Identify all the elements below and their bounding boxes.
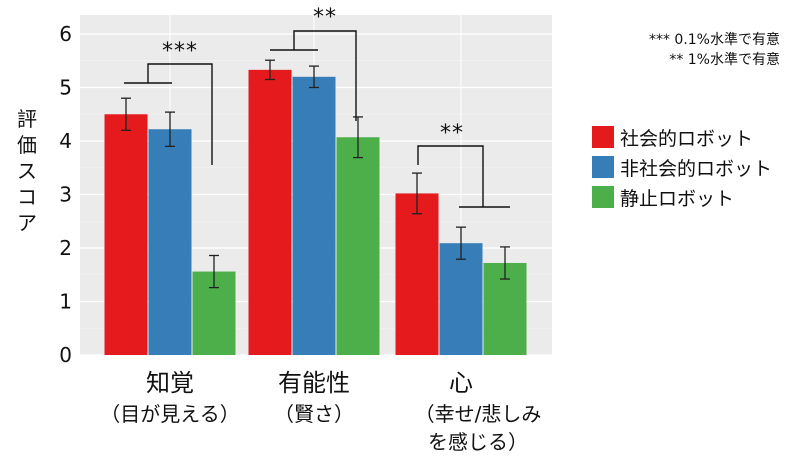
legend-swatch (592, 156, 614, 178)
error-bars (121, 59, 510, 289)
significance-label: *** (162, 39, 198, 64)
legend-item: 静止ロボット (592, 182, 772, 212)
y-tick-label: 1 (59, 290, 72, 314)
legend-item: 社会的ロボット (592, 122, 772, 152)
x-tick-sublabel: （目が見える） (100, 402, 239, 426)
bars (104, 69, 527, 356)
y-tick-label: 4 (59, 129, 72, 153)
y-tick-labels: 0 1 2 3 4 5 6 (59, 22, 72, 367)
legend-label: 社会的ロボット (620, 127, 754, 150)
significance-bracket (270, 30, 357, 121)
x-tick-label: 心 (449, 369, 473, 397)
bar (395, 193, 439, 355)
significance-brackets: ******* (124, 5, 510, 208)
x-tick-sublabel: （幸せ/悲しみ (415, 402, 542, 426)
legend: 社会的ロボット 非社会的ロボット 静止ロボット (592, 122, 772, 212)
significance-bracket (417, 145, 510, 208)
y-tick-label: 5 (59, 76, 72, 100)
x-tick-sublabel: （賢さ） (274, 402, 354, 426)
legend-swatch (592, 126, 614, 148)
bar (248, 69, 292, 355)
legend-label: 非社会的ロボット (620, 157, 773, 180)
significance-note: *** 0.1%水準で有意 ** 1%水準で有意 (649, 30, 780, 70)
significance-label: ** (313, 5, 337, 30)
y-tick-label: 0 (59, 343, 72, 367)
x-tick-label: 知覚 (146, 369, 194, 397)
significance-label: ** (440, 121, 464, 146)
legend-swatch (592, 186, 614, 208)
y-tick-label: 2 (59, 236, 72, 260)
y-tick-label: 3 (59, 183, 72, 207)
note-line: ** 1%水準で有意 (669, 52, 780, 68)
note-line: *** 0.1%水準で有意 (648, 32, 780, 48)
bar (292, 76, 336, 356)
legend-label: 静止ロボット (620, 187, 735, 210)
x-tick-sublabel: を感じる） (428, 430, 528, 454)
bar (104, 114, 148, 355)
bar (336, 137, 380, 355)
legend-item: 非社会的ロボット (592, 152, 772, 182)
x-tick-label: 有能性 (278, 369, 350, 397)
bar (439, 243, 483, 355)
significance-bracket (124, 63, 213, 165)
y-tick-label: 6 (59, 22, 72, 46)
y-axis-label: 評価スコア (17, 107, 37, 235)
bar (148, 129, 192, 355)
